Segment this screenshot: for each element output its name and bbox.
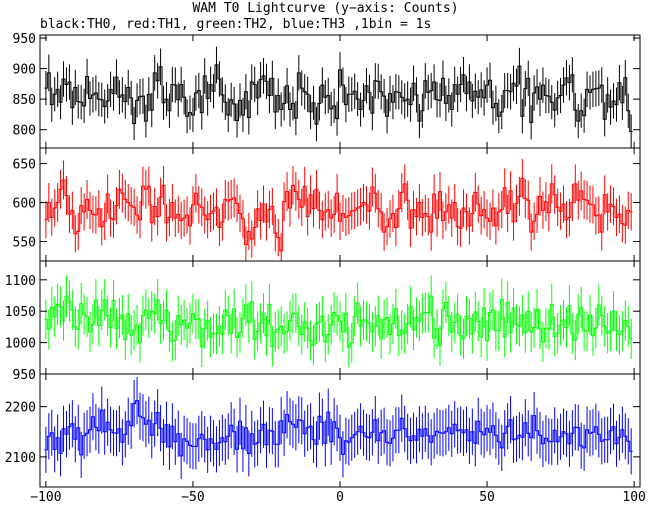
series-th1 — [44, 158, 633, 261]
panel-th1: 550 600 650 — [13, 147, 641, 262]
y-tick-label: 650 — [13, 158, 36, 173]
y-tick-label: 2200 — [5, 401, 36, 416]
series-th0 — [44, 46, 633, 148]
y-tick-label: 850 — [13, 93, 36, 108]
x-tick-label: 50 — [479, 490, 495, 505]
panels-layer: 800 850 900 950 550 600 650 950 1000 1050 1100 2100… — [5, 32, 641, 488]
series-th3 — [44, 377, 633, 479]
y-tick-label: 2100 — [5, 451, 36, 466]
y-tick-label: 550 — [13, 236, 36, 251]
panel-th0: 800 850 900 950 — [13, 32, 641, 149]
step-line — [44, 64, 633, 133]
y-tick-label: 600 — [13, 197, 36, 212]
panel-th2: 950 1000 1050 1100 — [5, 260, 641, 383]
step-line — [44, 295, 633, 348]
x-tick-label: −50 — [181, 490, 204, 505]
series-th2 — [44, 275, 633, 368]
x-tick-label: 100 — [622, 490, 645, 505]
panel-th3: 2100 2200 — [5, 373, 641, 488]
x-axis: −100 −50 0 50 100 — [30, 490, 646, 505]
y-tick-label: 950 — [13, 368, 36, 383]
y-tick-label: 950 — [13, 32, 36, 47]
y-tick-label: 1000 — [5, 337, 36, 352]
chart-title: WAM T0 Lightcurve (y−axis: Counts) — [192, 1, 459, 16]
step-line — [44, 177, 633, 252]
chart-subtitle: black:TH0, red:TH1, green:TH2, blue:TH3 … — [40, 17, 432, 32]
y-tick-label: 900 — [13, 63, 36, 78]
y-tick-label: 1050 — [5, 305, 36, 320]
x-tick-label: 0 — [336, 490, 344, 505]
y-tick-label: 1100 — [5, 274, 36, 289]
step-line — [44, 400, 633, 457]
x-tick-label: −100 — [30, 490, 61, 505]
y-tick-label: 800 — [13, 124, 36, 139]
